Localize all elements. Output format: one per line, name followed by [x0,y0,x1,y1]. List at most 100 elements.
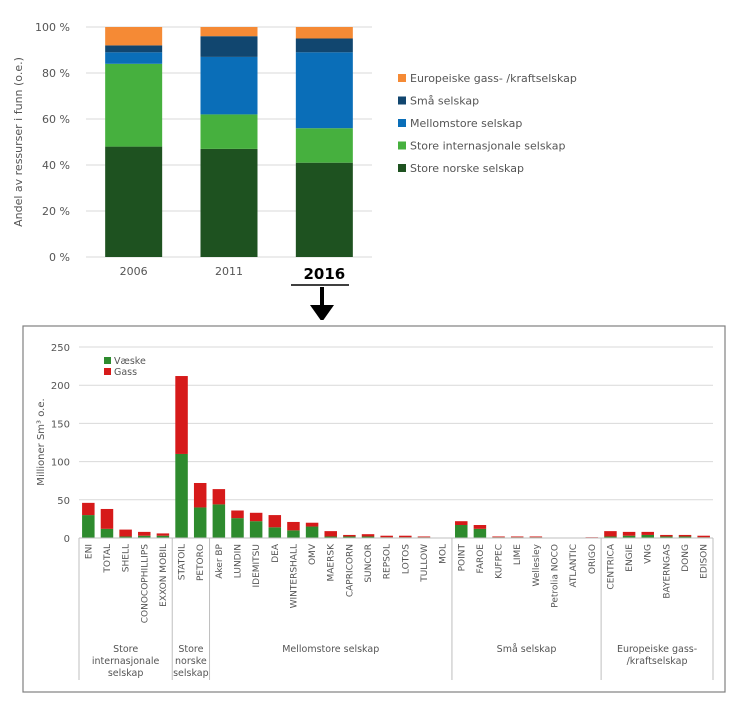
bottom-bar-segment [82,502,95,516]
bottom-x-tick-label: DEA [271,543,281,563]
top-bars [105,27,353,257]
bottom-chart-frame [22,325,726,693]
top-legend-label: Små selskap [410,95,479,108]
bottom-bar-segment [175,376,188,454]
bottom-x-tick-label: POINT [457,544,467,572]
bottom-bar-segment [678,536,692,538]
top-y-tick-label: 60 % [42,113,70,126]
bottom-x-tick-label: PETORO [196,544,206,581]
bottom-bar-segment [641,531,654,535]
top-bar-segment [105,27,163,46]
top-bar-segment [105,45,163,53]
bottom-bar-segment [417,536,431,538]
top-bar-segment [200,148,258,257]
bottom-bar-segment [455,525,468,538]
bottom-x-tick-label: DONG [681,544,691,572]
bottom-x-tick-label: BAYERNGAS [662,544,672,599]
bottom-bar-segment [660,534,673,537]
bottom-x-tick-label: ORIGO [588,544,598,574]
bottom-bar-segment [212,489,226,505]
bottom-bar-segment [231,510,244,519]
bottom-x-tick-label: REPSOL [383,544,393,579]
bottom-bar-segment [212,504,226,538]
bottom-x-tick-label: ENGIE [625,544,635,572]
bottom-bar-segment [343,534,356,537]
bottom-bar-segment [492,536,505,538]
bottom-x-tick-label: LOTOS [401,544,411,574]
bottom-x-tick-label: SHELL [122,544,132,572]
top-legend-swatch [398,96,406,105]
bottom-x-tick-label: MOL [439,544,449,564]
bottom-bar-segment [193,507,207,538]
group-label: Mellomstore selskap [282,644,379,655]
bottom-x-tick-label: EDISON [700,544,710,579]
bottom-x-tick-label: FAROE [476,544,486,574]
bottom-bar-segment [324,531,337,537]
bottom-x-tick-label: TOTAL [103,544,113,574]
bottom-bar-segment [604,531,617,537]
top-legend-label: Mellomstore selskap [410,117,522,130]
bottom-bar-segment [324,536,337,538]
group-label: internasjonale [92,656,160,667]
bottom-bar-segment [287,521,300,531]
bottom-legend-swatch [104,368,111,375]
bottom-bar-segment [622,531,636,536]
top-x-tick-label: 2011 [215,265,243,278]
top-legend-label: Europeiske gass- /kraftselskap [410,72,577,85]
top-bar-segment [200,56,258,115]
top-bar-segment [200,27,258,37]
top-y-tick-label: 40 % [42,159,70,172]
bottom-legend-label: Væske [114,356,146,367]
top-y-tick-label: 100 % [35,21,70,34]
top-legend-swatch [398,119,406,127]
top-bar-segment [105,52,163,64]
bottom-x-tick-label: CONOCOPHILLIPS [140,544,150,624]
top-legend-swatch [398,74,406,82]
bottom-x-tick-label: IDEMITSU [252,544,262,588]
bottom-bar-segment [455,521,468,526]
bottom-bar-segment [138,531,151,536]
bottom-x-tick-label: CENTRICA [606,543,616,589]
bottom-bar-segment [343,536,356,538]
bottom-x-labels: ENI TOTAL SHELL CONOCOPHILLIPS EXXON MOBIL ST… [84,543,709,623]
bottom-y-tick-label: 200 [51,381,70,392]
top-x-tick-label: 2006 [120,265,148,278]
top-y-tick-label: 20 % [42,205,70,218]
top-legend-swatch [398,141,406,150]
top-bar-segment [105,146,163,257]
bottom-bar-segment [249,512,263,522]
bottom-y-tick-label: 50 [57,496,70,507]
bottom-bar-segment [268,515,282,528]
top-y-tick-label: 80 % [42,67,70,80]
group-label: Store [178,644,203,655]
arrow-down-icon [310,305,334,320]
bottom-legend-swatch [104,357,111,364]
bottom-bar-segment [119,536,132,538]
bottom-bar-segment [249,521,263,538]
top-bar-segment [295,38,353,53]
bottom-x-tick-label: MAERSK [327,543,337,582]
bottom-bar-segment [361,536,375,538]
bottom-x-tick-label: WINTERSHALL [289,544,299,608]
group-label: /kraftselskap [627,656,688,667]
top-legend-label: Store internasjonale selskap [410,140,565,153]
bottom-bar-segment [119,529,132,537]
bottom-bar-segment [287,530,300,538]
bottom-x-tick-label: EXXON MOBIL [159,544,169,607]
group-label: selskap [173,668,209,679]
bottom-x-tick-label: LUNDIN [234,544,244,578]
bottom-x-tick-label: Petrolia NOCO [551,544,561,608]
bottom-x-tick-label: Aker BP [215,543,225,578]
group-label: Små selskap [497,644,557,655]
bottom-bar-segment [156,535,170,538]
bottom-x-tick-label: LIME [513,544,523,565]
bottom-bar-segment [100,528,114,538]
bottom-bar-segment [361,534,375,537]
top-legend: Europeiske gass- /kraftselskap Små selska… [398,72,577,175]
bottom-bar-segment [641,534,654,538]
bottom-x-tick-label: Wellesley [532,543,542,586]
top-x-labels: 2006 2011 2016 [120,265,346,283]
bottom-bar-segment [697,535,710,538]
